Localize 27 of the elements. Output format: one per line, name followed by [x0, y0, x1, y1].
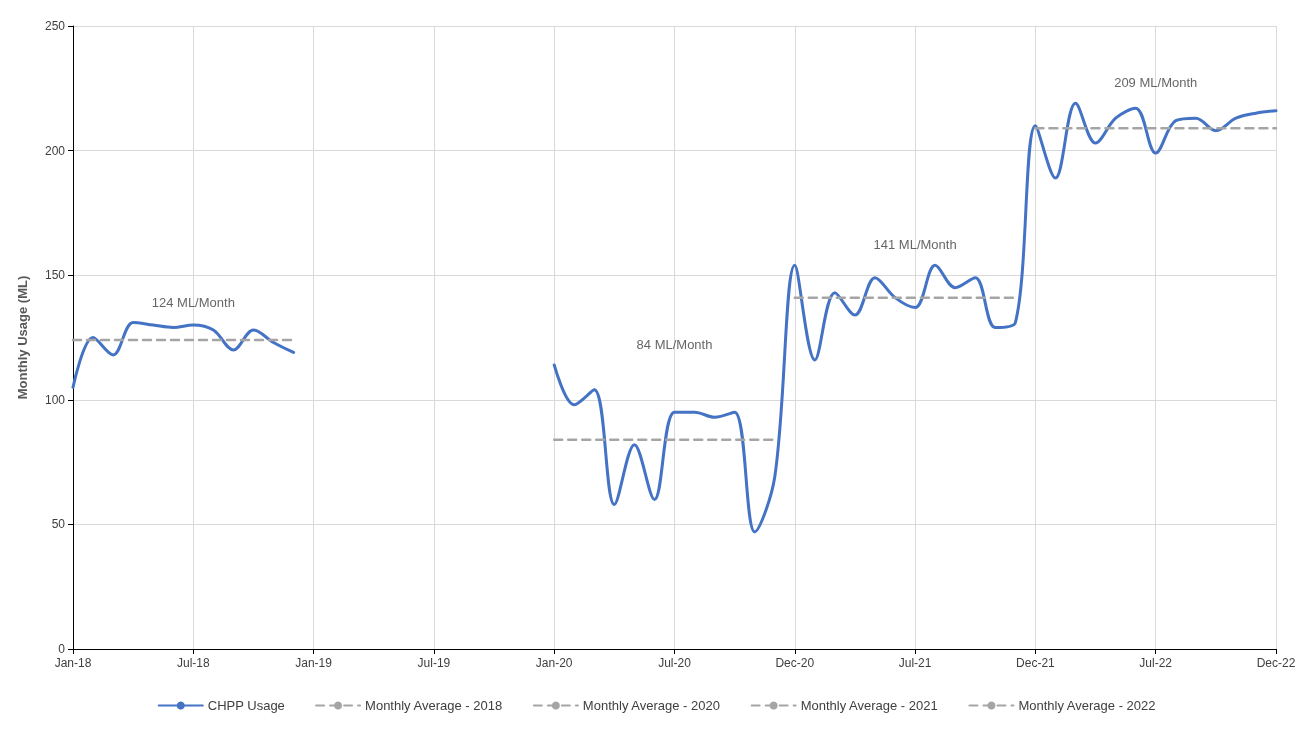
- x-tick-label: Dec-22: [1256, 656, 1296, 670]
- annotation: 84 ML/Month: [636, 336, 713, 352]
- x-tick-label: Jan-18: [54, 656, 92, 670]
- y-tick-label: 100: [44, 392, 66, 407]
- x-tick-label: Dec-20: [775, 656, 815, 670]
- x-tick-label: Jul-20: [658, 656, 692, 670]
- x-tick-label: Jan-20: [535, 656, 573, 670]
- legend-label: CHPP Usage: [207, 698, 285, 713]
- y-axis-title: Monthly Usage (ML): [15, 275, 30, 400]
- legend-label: Monthly Average - 2021: [800, 698, 938, 713]
- y-tick-label: 200: [44, 143, 66, 158]
- annotation: 209 ML/Month: [1114, 75, 1198, 91]
- y-tick-label: 150: [44, 268, 66, 283]
- annotation: 141 ML/Month: [873, 237, 957, 253]
- x-tick-label: Jan-19: [295, 656, 333, 670]
- y-tick-label: 250: [44, 19, 66, 33]
- y-tick-label: 0: [58, 642, 66, 656]
- legend-label: Monthly Average - 2022: [1018, 698, 1156, 713]
- annotation: 124 ML/Month: [151, 294, 235, 310]
- y-tick-label: 50: [51, 517, 66, 532]
- x-tick-label: Jul-22: [1139, 656, 1173, 670]
- x-tick-label: Jul-18: [176, 656, 210, 670]
- x-tick-label: Dec-21: [1016, 656, 1056, 670]
- legend-label: Monthly Average - 2020: [582, 698, 720, 713]
- legend-label: Monthly Average - 2018: [365, 698, 503, 713]
- x-tick-label: Jul-19: [417, 656, 451, 670]
- x-tick-label: Jul-21: [898, 656, 932, 670]
